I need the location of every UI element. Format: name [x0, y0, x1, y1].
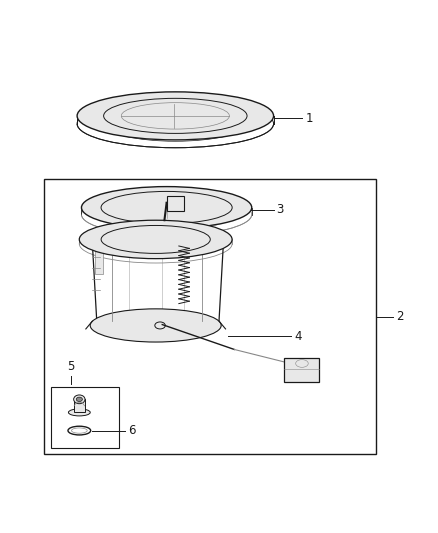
Text: 4: 4 [294, 330, 302, 343]
Ellipse shape [101, 225, 210, 253]
Ellipse shape [76, 397, 82, 401]
Ellipse shape [101, 191, 232, 224]
Ellipse shape [74, 395, 85, 403]
Text: 3: 3 [277, 203, 284, 216]
Bar [44, 179, 376, 454]
Text: 5: 5 [67, 360, 75, 373]
Bar [166, 196, 184, 212]
Text: 1: 1 [305, 111, 313, 125]
Ellipse shape [79, 220, 232, 259]
Ellipse shape [90, 309, 221, 342]
Bar [51, 386, 119, 448]
Bar [285, 358, 319, 382]
Ellipse shape [104, 99, 247, 133]
Text: 2: 2 [396, 310, 403, 323]
Ellipse shape [77, 92, 274, 140]
Bar [74, 399, 85, 411]
Ellipse shape [81, 187, 252, 229]
Ellipse shape [68, 409, 90, 416]
Text: 6: 6 [128, 424, 136, 437]
Bar [95, 251, 103, 274]
